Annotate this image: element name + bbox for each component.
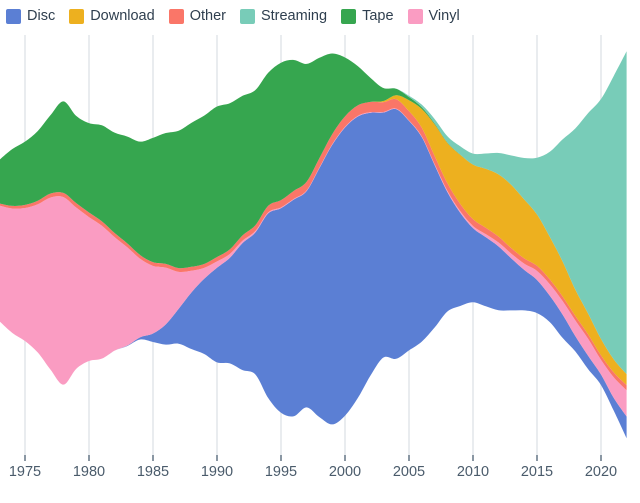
legend-swatch-icon bbox=[239, 9, 255, 24]
x-tick-mark-1995 bbox=[280, 455, 282, 461]
x-tick-label-1985: 1985 bbox=[136, 464, 170, 480]
legend-item-other[interactable]: Other bbox=[168, 8, 226, 25]
x-tick-label-2005: 2005 bbox=[392, 464, 426, 480]
x-tick-mark-1980 bbox=[88, 455, 90, 461]
x-tick-label-2020: 2020 bbox=[584, 464, 618, 480]
x-tick-mark-1990 bbox=[216, 455, 218, 461]
x-tick-mark-1975 bbox=[24, 455, 26, 461]
stream-layer-tape[interactable] bbox=[0, 53, 627, 375]
legend-item-label: Download bbox=[90, 8, 155, 25]
legend-swatch-icon bbox=[69, 9, 85, 24]
x-tick-label-1975: 1975 bbox=[8, 464, 42, 480]
stream-layers bbox=[0, 51, 627, 439]
legend-swatch-icon bbox=[407, 9, 423, 24]
legend-item-label: Vinyl bbox=[428, 8, 460, 25]
x-tick-label-1995: 1995 bbox=[264, 464, 298, 480]
chart-legend: Disc Download Other Streaming Tape Vinyl bbox=[0, 0, 640, 33]
legend-item-label: Tape bbox=[362, 8, 394, 25]
legend-item-label: Other bbox=[189, 8, 226, 25]
streamgraph-svg bbox=[0, 35, 627, 458]
legend-swatch-icon bbox=[168, 9, 184, 24]
legend-item-label: Disc bbox=[27, 8, 56, 25]
legend-item-streaming[interactable]: Streaming bbox=[239, 8, 328, 25]
plot-area bbox=[0, 33, 640, 458]
x-tick-mark-1985 bbox=[152, 455, 154, 461]
x-tick-mark-2015 bbox=[536, 455, 538, 461]
stream-layer-other[interactable] bbox=[0, 98, 627, 391]
legend-item-download[interactable]: Download bbox=[69, 9, 155, 24]
x-tick-label-2015: 2015 bbox=[520, 464, 554, 480]
legend-swatch-icon bbox=[341, 9, 357, 24]
legend-item-vinyl[interactable]: Vinyl bbox=[407, 8, 460, 25]
stream-layer-vinyl[interactable] bbox=[0, 108, 627, 417]
x-tick-label-1980: 1980 bbox=[72, 464, 106, 480]
stream-layer-disc[interactable] bbox=[0, 108, 627, 439]
legend-item-label: Streaming bbox=[260, 8, 328, 25]
legend-swatch-icon bbox=[6, 9, 21, 24]
x-tick-mark-2005 bbox=[408, 455, 410, 461]
x-axis: 1975 1980 1985 1990 1995 2000 2005 2010 2015 2020 bbox=[0, 455, 640, 503]
x-tick-mark-2000 bbox=[344, 455, 346, 461]
x-tick-label-2010: 2010 bbox=[456, 464, 490, 480]
x-tick-mark-2020 bbox=[600, 455, 602, 461]
x-tick-label-1990: 1990 bbox=[200, 464, 234, 480]
x-tick-label-2000: 2000 bbox=[328, 464, 362, 480]
x-tick-mark-2010 bbox=[472, 455, 474, 461]
legend-item-disc[interactable]: Disc bbox=[6, 9, 55, 24]
legend-item-tape[interactable]: Tape bbox=[341, 8, 394, 25]
stream-layer-download[interactable] bbox=[0, 95, 627, 386]
